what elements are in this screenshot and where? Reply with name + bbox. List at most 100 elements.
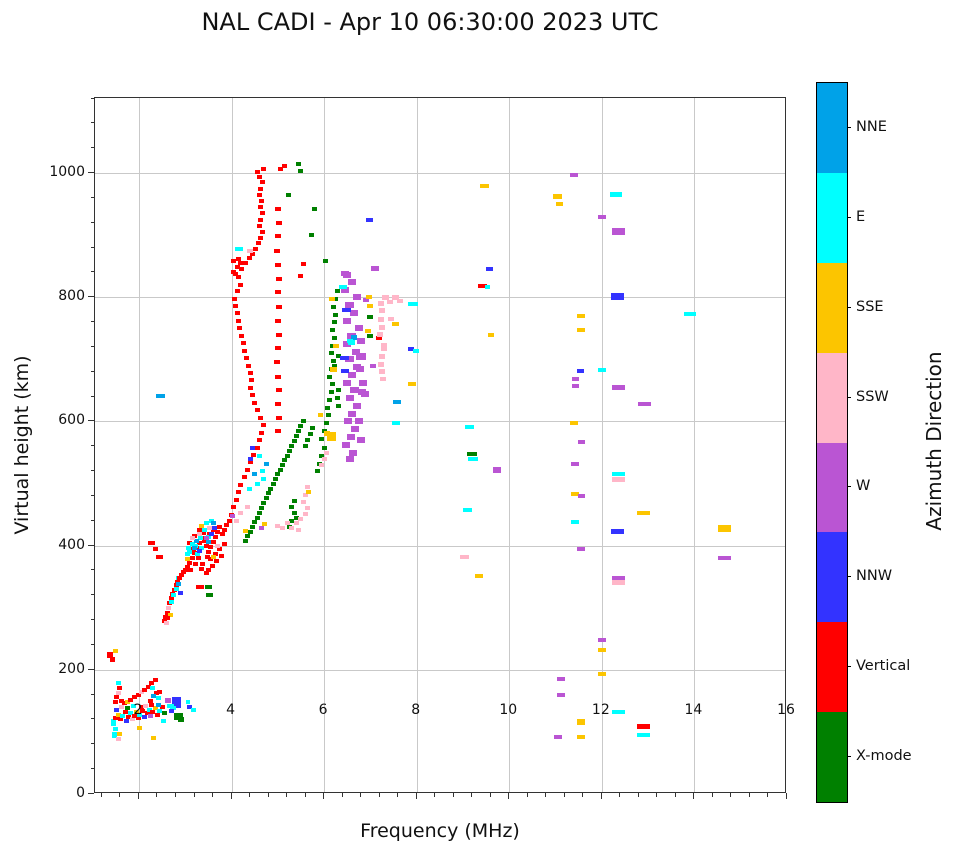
data-point	[323, 451, 329, 456]
data-point	[113, 726, 119, 731]
data-point	[637, 723, 650, 729]
data-point	[286, 449, 292, 454]
data-point	[222, 542, 228, 547]
data-point	[255, 241, 261, 246]
data-point	[327, 397, 333, 402]
data-point	[346, 433, 355, 440]
data-point	[576, 369, 584, 374]
colorbar-tick	[847, 756, 851, 758]
data-point	[293, 521, 299, 526]
data-point	[107, 651, 114, 658]
data-point	[196, 548, 202, 553]
data-point	[120, 713, 126, 718]
data-point	[134, 710, 140, 715]
data-point	[195, 556, 201, 561]
data-point	[352, 402, 361, 409]
data-point	[231, 296, 237, 301]
data-point	[257, 235, 263, 240]
data-point	[177, 716, 184, 722]
data-point	[150, 686, 156, 691]
data-point	[168, 599, 174, 604]
colorbar-segment-nnw	[817, 532, 847, 623]
data-point	[166, 703, 174, 708]
data-point	[553, 194, 563, 200]
data-point	[254, 408, 260, 413]
data-point	[637, 733, 650, 738]
y-tick-minor	[90, 395, 94, 397]
data-point	[189, 536, 195, 541]
data-point	[350, 309, 359, 316]
data-point	[377, 361, 384, 367]
data-point	[282, 457, 288, 462]
data-point	[233, 497, 239, 502]
x-tick-minor	[434, 793, 436, 797]
data-point	[356, 365, 365, 372]
data-point	[344, 418, 353, 425]
data-point	[611, 710, 625, 715]
data-point	[577, 439, 585, 444]
data-point	[317, 413, 323, 418]
y-tick-minor	[90, 470, 94, 472]
data-point	[347, 278, 356, 285]
data-point	[485, 267, 493, 272]
x-tick-minor	[119, 793, 121, 797]
data-point	[261, 501, 267, 506]
y-tick-minor	[90, 345, 94, 347]
data-point	[341, 369, 350, 374]
data-point	[332, 343, 339, 348]
data-point	[359, 379, 368, 386]
data-point	[250, 446, 256, 451]
data-point	[191, 707, 197, 712]
data-point	[247, 529, 253, 534]
chart-title: NAL CADI - Apr 10 06:30:00 2023 UTC	[201, 8, 659, 36]
data-point	[282, 164, 288, 169]
data-point	[312, 207, 318, 212]
data-point	[274, 290, 281, 295]
colorbar-segment-w	[817, 442, 847, 533]
data-point	[111, 718, 116, 723]
data-point	[557, 692, 566, 697]
data-point	[187, 561, 193, 566]
data-point	[238, 282, 244, 287]
x-tick-minor	[748, 793, 750, 797]
data-point	[408, 347, 415, 352]
colorbar-label-sse: SSE	[856, 298, 884, 315]
y-tick-minor	[90, 494, 94, 496]
data-point	[167, 613, 173, 618]
data-point	[192, 543, 198, 548]
data-point	[217, 525, 223, 530]
data-point	[214, 558, 220, 563]
data-point	[212, 552, 218, 557]
data-point	[165, 616, 171, 621]
x-tick-label: 16	[777, 702, 795, 718]
data-point	[204, 554, 210, 559]
x-tick-minor	[378, 793, 380, 797]
data-point	[252, 520, 258, 525]
gridline-x	[694, 98, 696, 792]
data-point	[192, 562, 198, 567]
x-tick-major	[600, 793, 602, 799]
data-point	[305, 438, 311, 443]
x-tick-major	[323, 793, 325, 799]
data-point	[247, 248, 254, 253]
data-point	[718, 556, 731, 561]
data-point	[124, 700, 130, 705]
data-point	[335, 354, 341, 359]
data-point	[178, 591, 184, 596]
data-point	[114, 707, 120, 712]
data-point	[326, 431, 336, 441]
data-point	[275, 304, 282, 309]
data-point	[202, 538, 208, 543]
data-point	[303, 492, 309, 497]
data-point	[275, 523, 281, 528]
data-point	[354, 418, 363, 425]
data-point	[357, 337, 366, 344]
x-tick-label: 4	[226, 702, 236, 718]
data-point	[175, 579, 181, 584]
data-point	[153, 547, 159, 552]
data-point	[146, 707, 152, 712]
data-point	[118, 705, 124, 710]
data-point	[637, 511, 650, 516]
data-point	[212, 534, 218, 539]
data-point	[275, 220, 282, 225]
